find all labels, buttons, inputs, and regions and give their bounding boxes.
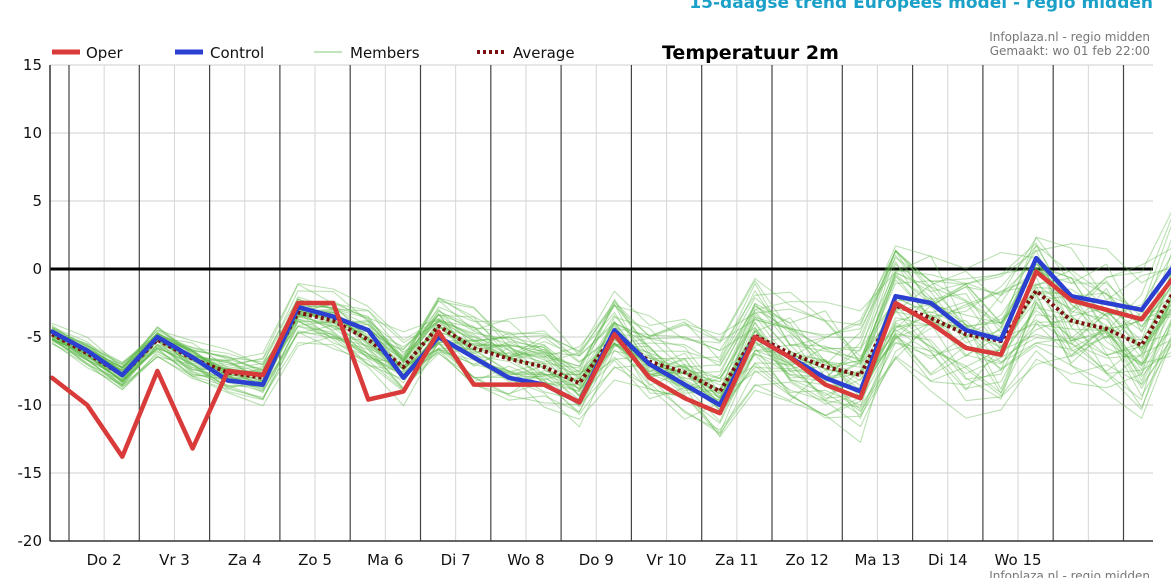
member-line [51, 261, 1171, 406]
page-title: 15-daagse trend Europees model - regio m… [689, 0, 1153, 13]
legend: Oper Control Members Average Temperatuur… [52, 30, 1150, 578]
credit-source: Infoplaza.nl - regio midden [989, 30, 1150, 44]
control-line [49, 255, 1171, 408]
member-line [51, 255, 1171, 408]
member-line [51, 266, 1171, 389]
x-tick-label: Wo 15 [995, 551, 1042, 569]
x-tick-label: Di 7 [441, 551, 471, 569]
y-tick-label: 10 [23, 124, 42, 142]
x-tick-label: Zo 5 [298, 551, 332, 569]
member-line [51, 245, 1171, 372]
average-line [51, 288, 1171, 394]
member-line [51, 211, 1171, 393]
chart-title: Temperatuur 2m [662, 42, 839, 64]
legend-label-oper: Oper [86, 44, 124, 62]
member-line [51, 236, 1171, 394]
x-tick-label: Za 11 [715, 551, 758, 569]
y-tick-label: 15 [23, 56, 42, 74]
member-line [51, 263, 1171, 417]
main-series [49, 255, 1171, 459]
member-line [51, 248, 1171, 394]
member-line [51, 243, 1171, 399]
x-axis-day-labels: Do 2 Vr 3 Za 4 Zo 5 Ma 6 Di 7 Wo 8 Do 9 Vr 10 Za … [87, 551, 1042, 569]
y-tick-label: 5 [32, 192, 42, 210]
x-tick-label: Za 4 [228, 551, 262, 569]
x-tick-label: Ma 13 [854, 551, 900, 569]
oper-line [49, 269, 1171, 459]
member-line [51, 245, 1171, 379]
member-line [51, 295, 1171, 401]
member-line [51, 249, 1171, 402]
member-line [51, 255, 1171, 392]
x-tick-label: Zo 12 [785, 551, 828, 569]
y-tick-label: -20 [18, 532, 43, 550]
x-tick-label: Di 14 [928, 551, 968, 569]
y-axis-ticks: 15 10 5 0 -5 -10 -15 -20 [18, 56, 43, 550]
x-tick-label: Vr 3 [159, 551, 190, 569]
member-line [51, 268, 1171, 435]
member-line [51, 306, 1171, 431]
member-line [51, 277, 1171, 389]
member-line [51, 224, 1171, 378]
member-line [51, 266, 1171, 382]
footer-credit: Infoplaza.nl - regio midden [989, 569, 1150, 578]
y-tick-label: -10 [18, 396, 43, 414]
y-tick-label: -5 [27, 328, 42, 346]
legend-label-average: Average [513, 44, 575, 62]
grid [50, 64, 1153, 542]
y-tick-label: -15 [18, 464, 43, 482]
y-tick-label: 0 [32, 260, 42, 278]
legend-label-control: Control [210, 44, 264, 62]
legend-label-members: Members [350, 44, 420, 62]
x-tick-label: Ma 6 [367, 551, 403, 569]
x-tick-label: Wo 8 [507, 551, 544, 569]
member-line [51, 236, 1171, 390]
members-series [51, 211, 1171, 443]
x-tick-label: Do 2 [87, 551, 122, 569]
member-line [51, 267, 1171, 379]
member-line [51, 242, 1171, 397]
x-tick-label: Do 9 [579, 551, 614, 569]
member-line [51, 301, 1171, 394]
x-tick-label: Vr 10 [646, 551, 686, 569]
member-line [51, 257, 1171, 401]
member-line [51, 249, 1171, 395]
member-line [51, 301, 1171, 428]
credit-created: Gemaakt: wo 01 feb 22:00 [990, 44, 1150, 58]
